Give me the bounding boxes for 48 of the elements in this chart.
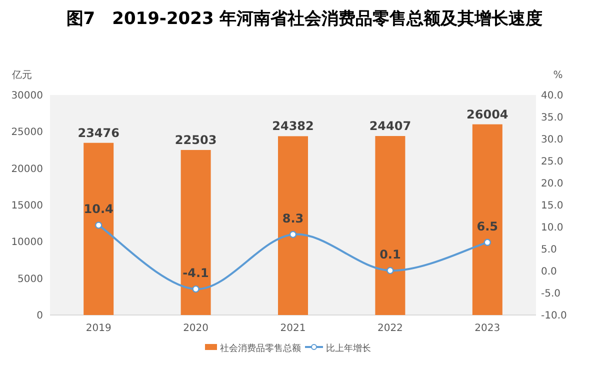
y2-tick-label: 0.0 bbox=[541, 266, 557, 278]
y2-axis-title: % bbox=[553, 70, 563, 81]
y2-tick-label: 40.0 bbox=[541, 90, 564, 102]
y2-tick-label: 5.0 bbox=[541, 244, 557, 256]
y-tick-label: 20000 bbox=[11, 164, 43, 175]
x-tick-label: 2021 bbox=[280, 323, 306, 334]
data-label: 26004 bbox=[466, 107, 508, 122]
point bbox=[484, 238, 491, 246]
data-label: 0.1 bbox=[380, 248, 401, 262]
y-tick-label: 10000 bbox=[11, 237, 43, 248]
data-label: 10.4 bbox=[84, 202, 114, 216]
y2-tick-label: 10.0 bbox=[541, 222, 564, 234]
y2-tick-label: 25.0 bbox=[541, 156, 564, 168]
data-label: 24382 bbox=[272, 119, 314, 134]
point bbox=[386, 266, 394, 274]
y2-tick-label: -5.0 bbox=[541, 288, 561, 300]
point bbox=[95, 222, 102, 229]
bar bbox=[180, 150, 211, 315]
x-tick-label: 2019 bbox=[86, 323, 112, 334]
y-tick-label: 0 bbox=[36, 310, 43, 322]
data-label: 8.3 bbox=[282, 211, 304, 226]
legend-label: 社会消费品零售总额 bbox=[220, 343, 301, 354]
y-tick-label: 25000 bbox=[11, 127, 43, 138]
x-tick-label: 2020 bbox=[183, 323, 209, 334]
y-tick-label: 30000 bbox=[11, 90, 43, 102]
data-label: 24407 bbox=[369, 119, 412, 134]
data-label: -4.1 bbox=[182, 266, 209, 280]
y2-tick-label: 15.0 bbox=[541, 200, 564, 212]
bar bbox=[278, 136, 308, 315]
data-label: 6.5 bbox=[476, 219, 498, 234]
x-tick-label: 2023 bbox=[474, 323, 500, 334]
y2-tick-label: 30.0 bbox=[541, 134, 564, 146]
x-tick-label: 2022 bbox=[377, 323, 403, 334]
y-tick-label: 5000 bbox=[18, 274, 43, 285]
data-label: 22503 bbox=[174, 132, 217, 147]
data-label: 23476 bbox=[78, 126, 120, 140]
bar bbox=[375, 136, 406, 315]
y-axis-title: 亿元 bbox=[11, 70, 32, 81]
y2-tick-label: 20.0 bbox=[541, 178, 564, 190]
y2-tick-label: 35.0 bbox=[541, 112, 564, 124]
point bbox=[192, 285, 200, 293]
y2-tick-label: -10.0 bbox=[541, 310, 567, 322]
legend-label: 比上年增长 bbox=[326, 343, 371, 354]
point bbox=[289, 230, 297, 238]
bar bbox=[84, 142, 114, 315]
bar bbox=[472, 124, 502, 315]
chart-title: 图7 2019-2023 年河南省社会消费品零售总额及其增长速度 bbox=[66, 9, 543, 29]
y-tick-label: 15000 bbox=[11, 200, 43, 212]
